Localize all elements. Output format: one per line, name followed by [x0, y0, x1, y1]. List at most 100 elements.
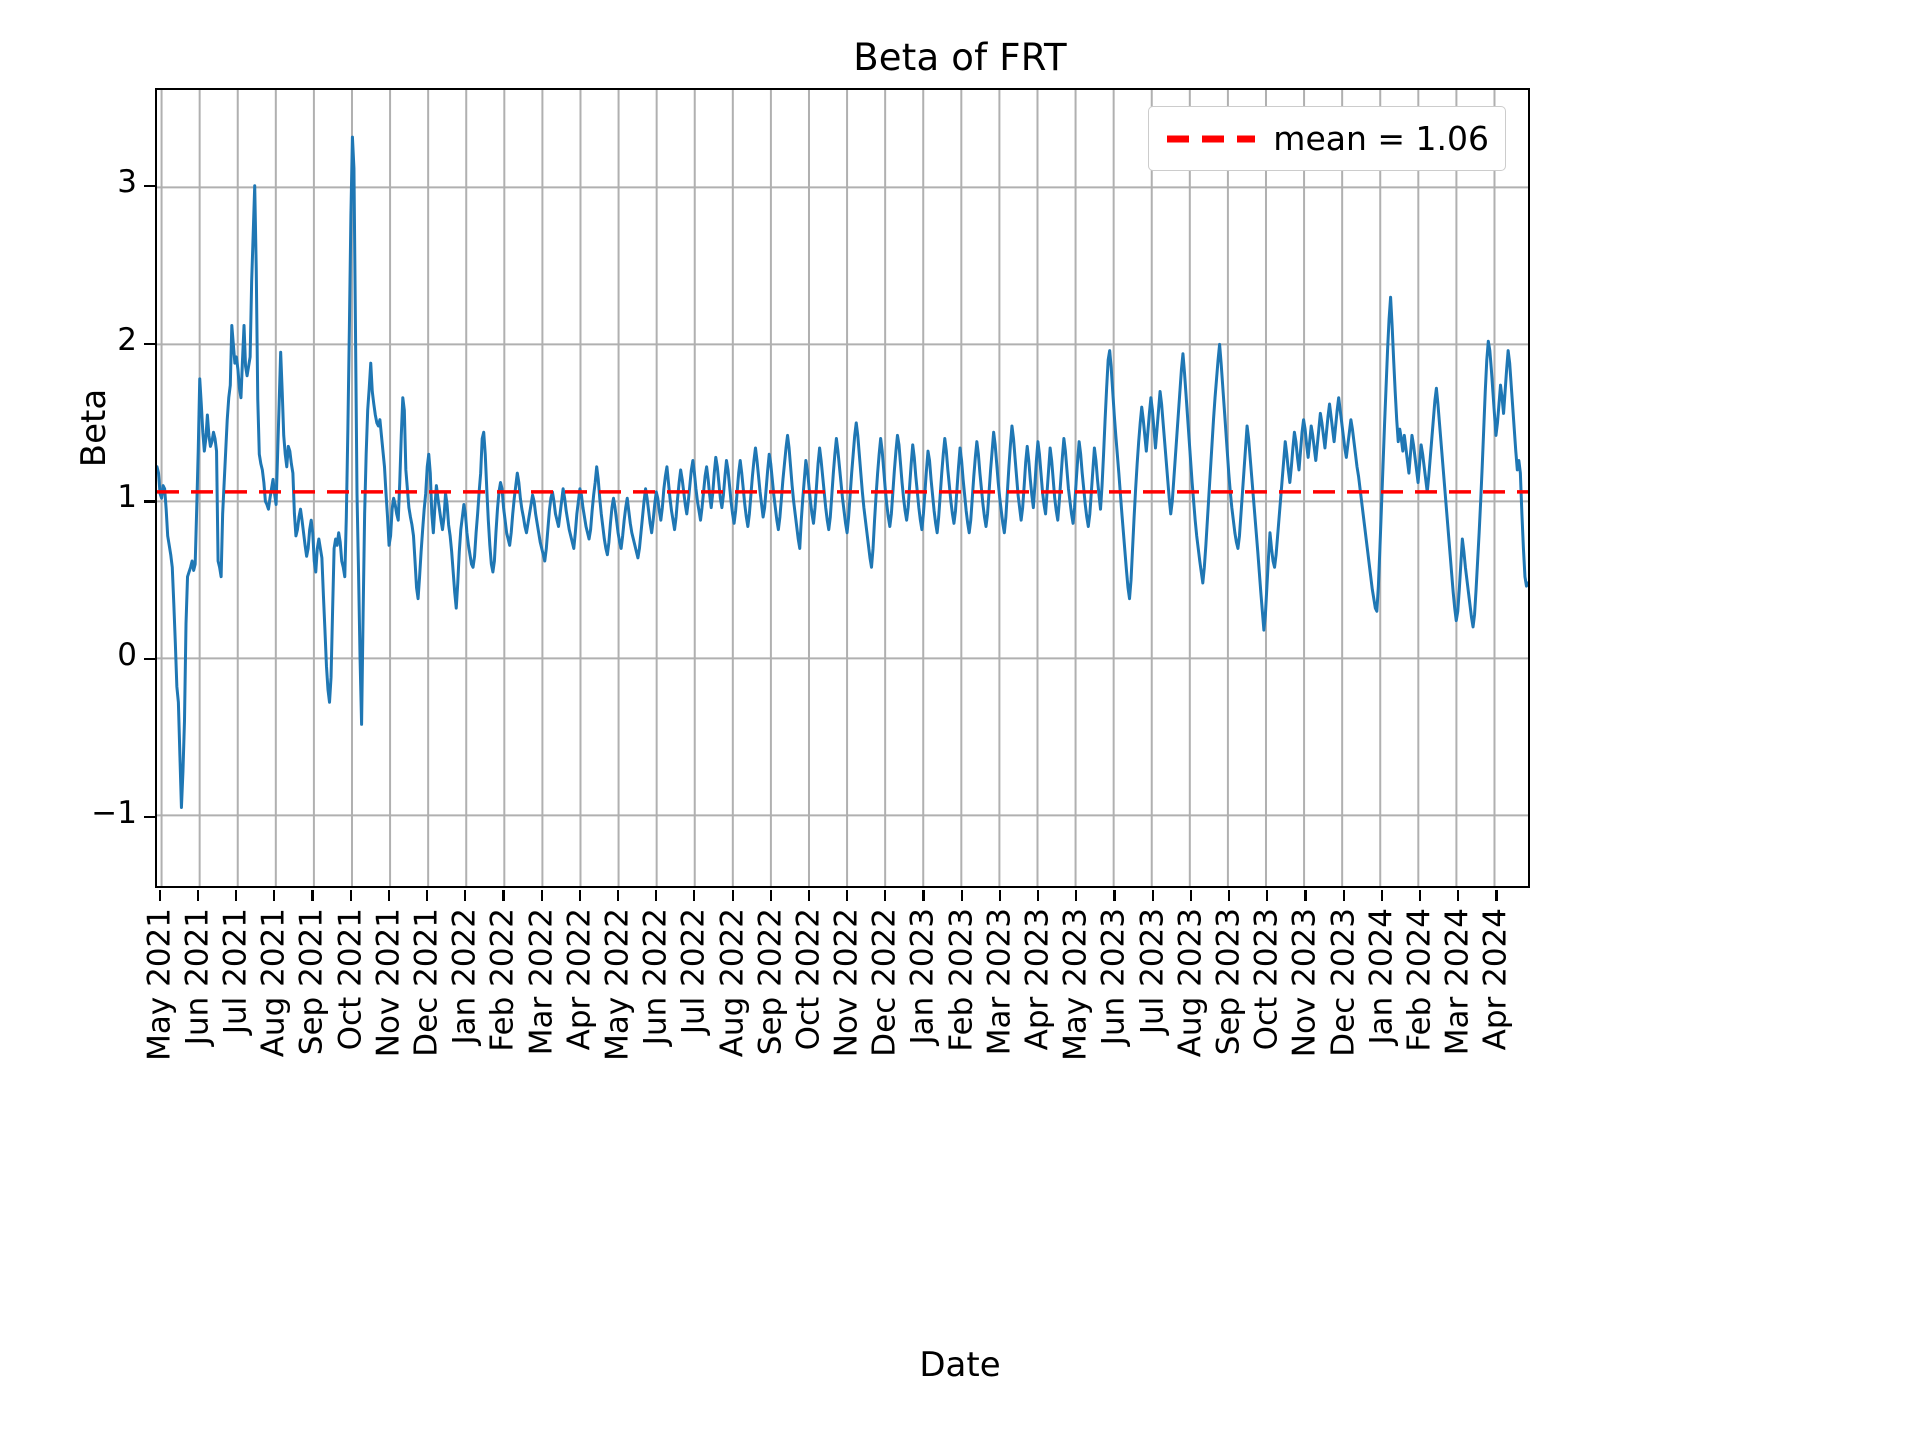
x-tick-label-text: Mar 2023 — [981, 908, 1018, 1056]
x-tick-label: Jan 2023 — [904, 908, 941, 1138]
x-tick-label-text: Nov 2021 — [370, 908, 407, 1058]
x-tick-label-text: Jan 2023 — [904, 908, 941, 1045]
x-tick-label: Oct 2022 — [790, 908, 827, 1138]
x-tick-label: Nov 2022 — [828, 908, 865, 1138]
x-tick-label-text: Jun 2023 — [1095, 908, 1132, 1046]
y-tick-mark — [144, 658, 155, 661]
x-tick-mark — [616, 890, 620, 901]
x-tick-label-text: Nov 2022 — [828, 908, 865, 1058]
data-lines — [157, 90, 1528, 886]
x-tick-label: Aug 2022 — [714, 908, 750, 1138]
x-tick-mark — [425, 890, 429, 901]
x-tick-label-text: Oct 2023 — [1248, 908, 1285, 1051]
x-tick-label: Sep 2023 — [1211, 908, 1247, 1138]
x-tick-mark — [807, 890, 811, 901]
x-tick-label: Apr 2023 — [1019, 908, 1056, 1138]
y-tick-label: 2 — [117, 321, 137, 358]
x-tick-mark — [387, 890, 390, 901]
x-tick-mark — [196, 890, 199, 901]
x-tick-label: May 2023 — [1058, 908, 1094, 1138]
chart-title: Beta of FRT — [853, 36, 1067, 79]
x-tick-label: Dec 2022 — [866, 908, 903, 1138]
x-tick-label: Mar 2024 — [1440, 908, 1476, 1138]
y-tick-mark — [144, 342, 155, 345]
x-tick-label-text: May 2022 — [599, 908, 636, 1061]
x-tick-label-text: Dec 2023 — [1325, 908, 1362, 1057]
x-tick-label: Jun 2021 — [179, 908, 216, 1138]
series-line-beta — [157, 137, 1528, 807]
x-tick-label-text: Jul 2022 — [675, 908, 712, 1035]
x-tick-mark — [1266, 890, 1269, 901]
x-tick-mark — [731, 890, 734, 901]
x-tick-label: Aug 2023 — [1172, 908, 1209, 1138]
x-tick-label: Jun 2023 — [1095, 908, 1132, 1138]
x-tick-label-text: Feb 2022 — [484, 908, 521, 1052]
x-tick-label: Mar 2022 — [523, 908, 559, 1138]
x-tick-label: Jan 2022 — [446, 908, 483, 1138]
x-tick-mark — [1151, 890, 1154, 901]
x-tick-mark — [158, 890, 161, 901]
x-tick-mark — [1495, 890, 1498, 901]
x-tick-mark — [655, 890, 658, 901]
y-tick-mark — [144, 815, 155, 819]
x-tick-label-text: Jan 2024 — [1363, 908, 1400, 1045]
y-tick-label: −1 — [91, 794, 137, 831]
x-tick-mark — [349, 890, 352, 901]
y-tick-label: 0 — [117, 637, 137, 674]
x-tick-label: Oct 2023 — [1248, 908, 1285, 1138]
x-tick-label: Dec 2023 — [1325, 908, 1362, 1138]
x-tick-label: Apr 2024 — [1477, 908, 1514, 1138]
x-tick-label: Feb 2023 — [943, 908, 979, 1138]
y-tick-label: 3 — [117, 163, 137, 200]
x-tick-label-text: Aug 2021 — [255, 908, 292, 1058]
x-tick-label: Oct 2021 — [332, 908, 369, 1138]
x-tick-label-text: Sep 2022 — [752, 908, 789, 1056]
x-tick-label: Mar 2023 — [981, 908, 1018, 1138]
x-tick-label-text: Aug 2023 — [1172, 908, 1209, 1058]
chart-legend[interactable]: mean = 1.06 — [1148, 106, 1506, 171]
plot-area: mean = 1.06 — [155, 88, 1530, 888]
x-tick-mark — [1037, 890, 1040, 901]
legend-label-mean: mean = 1.06 — [1273, 119, 1489, 158]
x-tick-label-text: Jul 2021 — [217, 908, 254, 1035]
x-tick-label: Sep 2022 — [752, 908, 789, 1138]
y-tick-label: 1 — [117, 479, 137, 516]
x-tick-label-text: Jan 2022 — [446, 908, 483, 1045]
x-tick-label-text: Nov 2023 — [1286, 908, 1323, 1058]
x-tick-label: Nov 2021 — [370, 908, 407, 1138]
x-tick-mark — [578, 890, 581, 901]
x-tick-mark — [846, 890, 849, 901]
x-tick-label: May 2021 — [141, 908, 178, 1138]
mean-line-swatch — [1167, 135, 1256, 142]
x-tick-mark — [922, 890, 925, 901]
x-tick-mark — [998, 890, 1002, 901]
x-tick-label: Jul 2022 — [675, 908, 712, 1138]
x-tick-mark — [1457, 890, 1460, 901]
x-tick-label-text: Jul 2023 — [1134, 908, 1171, 1035]
x-tick-label-text: Oct 2021 — [332, 908, 369, 1051]
x-tick-label-text: May 2021 — [141, 908, 178, 1061]
x-tick-label: Sep 2021 — [294, 908, 330, 1138]
x-tick-label: Feb 2024 — [1401, 908, 1438, 1138]
x-tick-label-text: Jun 2021 — [179, 908, 216, 1046]
x-tick-mark — [1113, 890, 1116, 901]
x-tick-label-text: Dec 2022 — [866, 908, 903, 1057]
x-tick-label-text: Apr 2024 — [1477, 908, 1514, 1051]
y-tick-mark — [144, 500, 155, 503]
x-tick-mark — [464, 890, 467, 901]
x-tick-mark — [1380, 890, 1383, 901]
x-tick-mark — [311, 890, 314, 901]
x-tick-label: Jul 2023 — [1134, 908, 1171, 1138]
x-tick-mark — [234, 890, 238, 901]
x-tick-label: Apr 2022 — [561, 908, 598, 1138]
x-tick-label: Jan 2024 — [1363, 908, 1400, 1138]
x-tick-label: May 2022 — [599, 908, 636, 1138]
x-tick-label: Jun 2022 — [638, 908, 674, 1138]
x-tick-label-text: Apr 2022 — [561, 908, 598, 1051]
x-tick-label: Dec 2021 — [408, 908, 444, 1138]
x-tick-label-text: Apr 2023 — [1019, 908, 1056, 1051]
x-tick-label-text: Feb 2024 — [1401, 908, 1438, 1052]
x-tick-label-text: Oct 2022 — [790, 908, 827, 1051]
x-tick-label: Nov 2023 — [1286, 908, 1323, 1138]
